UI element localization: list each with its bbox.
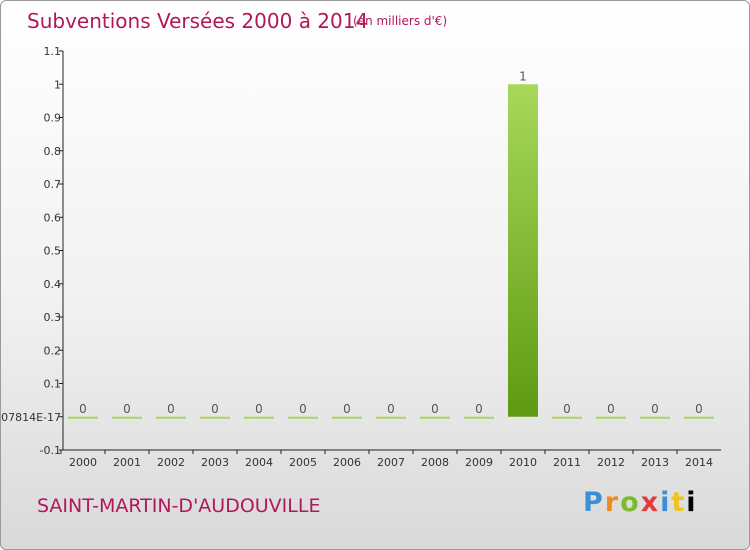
bars (68, 84, 714, 419)
x-tick-label-2010: 2010 (509, 456, 537, 469)
y-tick-label: 0.2 (44, 344, 62, 357)
bar-2014 (684, 416, 714, 419)
x-tick-label-2013: 2013 (641, 456, 669, 469)
chart-unit: (en milliers d'€) (353, 14, 448, 28)
x-tick-label-2007: 2007 (377, 456, 405, 469)
bar-2007 (376, 416, 406, 419)
data-label-2001: 0 (123, 402, 131, 416)
x-tick-label-2008: 2008 (421, 456, 449, 469)
y-tick-label: 0.8 (44, 145, 62, 158)
bar-2006 (332, 416, 362, 419)
y-tick-label: 307814E-17 (1, 411, 61, 424)
y-tick-label: 0.6 (44, 211, 62, 224)
x-tick-label-2011: 2011 (553, 456, 581, 469)
bar-2002 (156, 416, 186, 419)
data-label-2006: 0 (343, 402, 351, 416)
data-label-2003: 0 (211, 402, 219, 416)
data-label-2011: 0 (563, 402, 571, 416)
x-tick-label-2012: 2012 (597, 456, 625, 469)
y-tick-label: 0.4 (44, 278, 62, 291)
bar-2010 (508, 84, 538, 417)
bar-2005 (288, 416, 318, 419)
y-tick-label: 1 (54, 78, 61, 91)
bar-2001 (112, 416, 142, 419)
data-label-2007: 0 (387, 402, 395, 416)
x-tick-label-2004: 2004 (245, 456, 273, 469)
data-label-2005: 0 (299, 402, 307, 416)
bar-2013 (640, 416, 670, 419)
bar-2012 (596, 416, 626, 419)
y-tick-label: 1.1 (44, 45, 62, 58)
data-label-2009: 0 (475, 402, 483, 416)
data-label-2010: 1 (519, 69, 527, 83)
axes: -0.1 307814E-17 0.1 0.2 0.3 0.4 0.5 0.6 0.7 0.8 0.… (1, 45, 721, 457)
x-tick-label-2014: 2014 (685, 456, 713, 469)
x-tick-label-2005: 2005 (289, 456, 317, 469)
y-tick-label: 0.3 (44, 311, 62, 324)
y-tick-label: -0.1 (40, 444, 61, 457)
data-label-2013: 0 (651, 402, 659, 416)
labels: 0 2000 0 2001 0 2002 0 2003 0 2004 0 2005 0 2006 0 2007… (69, 69, 713, 469)
bar-2003 (200, 416, 230, 419)
y-tick-label: 0.9 (44, 112, 62, 125)
bar-2009 (464, 416, 494, 419)
y-tick-label: 0.5 (44, 245, 62, 258)
bar-2000 (68, 416, 98, 419)
x-tick-label-2002: 2002 (157, 456, 185, 469)
x-tick-label-2001: 2001 (113, 456, 141, 469)
bar-2011 (552, 416, 582, 419)
x-tick-label-2006: 2006 (333, 456, 361, 469)
x-tick-label-2009: 2009 (465, 456, 493, 469)
x-tick-label-2003: 2003 (201, 456, 229, 469)
data-label-2012: 0 (607, 402, 615, 416)
data-label-2004: 0 (255, 402, 263, 416)
data-label-2002: 0 (167, 402, 175, 416)
x-tick-label-2000: 2000 (69, 456, 97, 469)
proxiti-logo: Proxiti (583, 487, 698, 518)
bar-2004 (244, 416, 274, 419)
commune-name: SAINT-MARTIN-D'AUDOUVILLE (37, 495, 321, 517)
y-tick-label: 0.7 (44, 178, 62, 191)
y-tick-label: 0.1 (44, 378, 62, 391)
data-label-2000: 0 (79, 402, 87, 416)
chart-title: Subventions Versées 2000 à 2014 (27, 9, 369, 33)
data-label-2008: 0 (431, 402, 439, 416)
bar-2008 (420, 416, 450, 419)
data-label-2014: 0 (695, 402, 703, 416)
